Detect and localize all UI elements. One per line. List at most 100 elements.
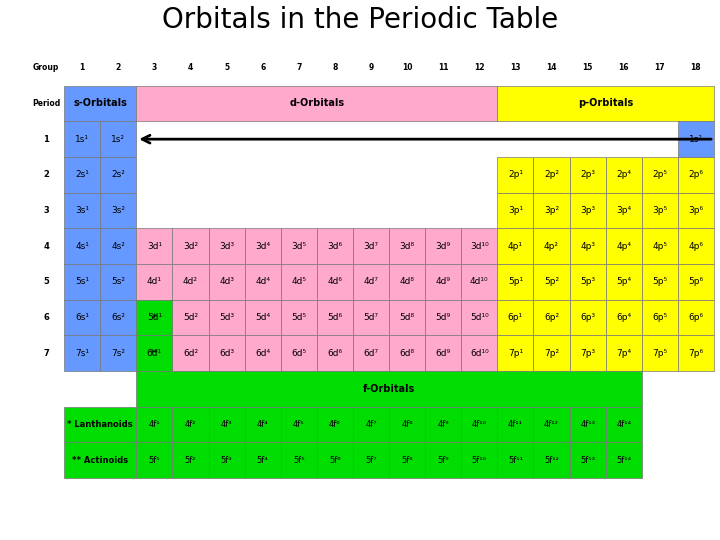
Bar	[209, 264, 245, 300]
Bar	[245, 442, 281, 478]
Bar	[172, 264, 209, 300]
Bar	[317, 300, 353, 335]
Text: ** Actinoids: ** Actinoids	[72, 456, 128, 464]
Text: 6: 6	[260, 63, 265, 72]
Text: 6d⁵: 6d⁵	[291, 349, 306, 357]
Bar	[100, 335, 136, 371]
Bar	[317, 407, 353, 442]
Bar	[678, 157, 714, 193]
Text: 7p⁴: 7p⁴	[616, 349, 631, 357]
Text: 3p⁵: 3p⁵	[652, 206, 667, 215]
Text: 3d⁷: 3d⁷	[364, 242, 379, 251]
Bar	[172, 228, 209, 264]
Text: 3: 3	[43, 206, 49, 215]
Text: 5d⁹: 5d⁹	[436, 313, 451, 322]
Bar	[100, 264, 136, 300]
Bar	[678, 300, 714, 335]
Text: 2p²: 2p²	[544, 170, 559, 179]
Text: s-Orbitals: s-Orbitals	[73, 98, 127, 109]
Bar	[136, 228, 172, 264]
Text: Group: Group	[33, 63, 59, 72]
Text: 3d⁸: 3d⁸	[400, 242, 415, 251]
Text: 4d³: 4d³	[219, 278, 234, 286]
Bar	[209, 442, 245, 478]
Text: 6d⁷: 6d⁷	[364, 349, 379, 357]
Text: 2p³: 2p³	[580, 170, 595, 179]
Text: 4d⁷: 4d⁷	[364, 278, 379, 286]
Text: 2p¹: 2p¹	[508, 170, 523, 179]
Text: 5f⁹: 5f⁹	[437, 456, 449, 464]
Bar	[353, 407, 389, 442]
Text: 5: 5	[224, 63, 229, 72]
Text: 3d³: 3d³	[219, 242, 234, 251]
Text: 8: 8	[332, 63, 338, 72]
Text: 4d²: 4d²	[183, 278, 198, 286]
Text: 3d⁶: 3d⁶	[328, 242, 343, 251]
Bar	[642, 193, 678, 228]
Text: 5f¹⁴: 5f¹⁴	[616, 456, 631, 464]
Text: 5f⁵: 5f⁵	[293, 456, 305, 464]
Text: 4d¹⁰: 4d¹⁰	[470, 278, 489, 286]
Bar	[498, 407, 534, 442]
Bar	[534, 442, 570, 478]
Text: 5f²: 5f²	[185, 456, 197, 464]
Text: 4p²: 4p²	[544, 242, 559, 251]
Text: 4f³: 4f³	[221, 420, 233, 429]
Bar	[606, 228, 642, 264]
Text: 4: 4	[188, 63, 193, 72]
Text: d-Orbitals: d-Orbitals	[289, 98, 344, 109]
Bar	[281, 407, 317, 442]
Text: 2s²: 2s²	[112, 170, 125, 179]
Text: 3s²: 3s²	[112, 206, 125, 215]
Text: 5f¹: 5f¹	[148, 456, 160, 464]
Text: 6d⁶: 6d⁶	[328, 349, 343, 357]
Text: 6d⁴: 6d⁴	[255, 349, 270, 357]
Bar	[642, 335, 678, 371]
Bar	[462, 300, 498, 335]
Text: Orbitals in the Periodic Table: Orbitals in the Periodic Table	[162, 6, 558, 34]
Bar	[678, 264, 714, 300]
Bar	[606, 300, 642, 335]
Bar	[64, 407, 136, 442]
Text: 6s²: 6s²	[112, 313, 125, 322]
Text: 5p³: 5p³	[580, 278, 595, 286]
Bar	[498, 157, 534, 193]
Text: 6d³: 6d³	[219, 349, 234, 357]
Text: 6d⁹: 6d⁹	[436, 349, 451, 357]
Bar	[425, 300, 462, 335]
Text: 4f⁸: 4f⁸	[401, 420, 413, 429]
Text: 15: 15	[582, 63, 593, 72]
Bar	[172, 300, 209, 335]
Bar	[642, 264, 678, 300]
Bar	[245, 407, 281, 442]
Text: 9: 9	[369, 63, 374, 72]
Bar	[570, 407, 606, 442]
Text: 6d¹: 6d¹	[147, 349, 162, 357]
Bar	[100, 193, 136, 228]
Text: Period: Period	[32, 99, 60, 108]
Text: 14: 14	[546, 63, 557, 72]
Bar	[570, 193, 606, 228]
Bar	[317, 442, 353, 478]
Bar	[498, 335, 534, 371]
Text: 5f¹¹: 5f¹¹	[508, 456, 523, 464]
Bar	[678, 122, 714, 157]
Text: 4p⁵: 4p⁵	[652, 242, 667, 251]
Bar	[425, 335, 462, 371]
Text: 4f⁷: 4f⁷	[365, 420, 377, 429]
Text: 5p⁴: 5p⁴	[616, 278, 631, 286]
Text: 1s²: 1s²	[112, 134, 125, 144]
Bar	[389, 300, 425, 335]
Text: 17: 17	[654, 63, 665, 72]
Text: 10: 10	[402, 63, 413, 72]
Bar	[678, 335, 714, 371]
Bar	[209, 407, 245, 442]
Text: 2s¹: 2s¹	[75, 170, 89, 179]
Bar	[209, 300, 245, 335]
Bar	[353, 335, 389, 371]
Text: 4f¹²: 4f¹²	[544, 420, 559, 429]
Text: 4f¹: 4f¹	[148, 420, 160, 429]
Text: 5: 5	[43, 278, 49, 286]
Text: 5d³: 5d³	[219, 313, 234, 322]
Bar	[317, 228, 353, 264]
